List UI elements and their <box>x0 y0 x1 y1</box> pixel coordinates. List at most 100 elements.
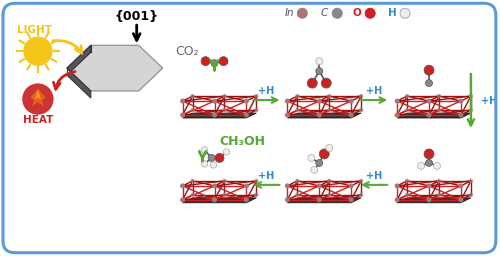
Circle shape <box>406 94 408 98</box>
Text: HEAT: HEAT <box>22 115 53 125</box>
Circle shape <box>406 109 408 112</box>
Circle shape <box>318 184 321 188</box>
Text: O: O <box>353 8 362 18</box>
Circle shape <box>396 99 399 103</box>
Circle shape <box>181 184 184 188</box>
Polygon shape <box>182 198 256 203</box>
Circle shape <box>255 94 258 98</box>
Text: In: In <box>284 8 294 18</box>
Circle shape <box>202 147 207 153</box>
Circle shape <box>396 113 399 117</box>
Circle shape <box>308 154 315 162</box>
Polygon shape <box>35 90 41 99</box>
Text: +H: +H <box>366 171 382 181</box>
Circle shape <box>202 161 207 167</box>
Circle shape <box>459 184 462 188</box>
Circle shape <box>350 184 353 188</box>
Circle shape <box>424 65 434 75</box>
Circle shape <box>320 149 329 159</box>
Circle shape <box>181 113 184 117</box>
Circle shape <box>244 198 248 202</box>
Circle shape <box>438 193 440 196</box>
Circle shape <box>210 162 216 168</box>
Circle shape <box>181 99 184 103</box>
Circle shape <box>360 179 362 182</box>
Circle shape <box>328 193 330 196</box>
Circle shape <box>396 184 399 188</box>
Circle shape <box>286 184 289 188</box>
Circle shape <box>328 109 330 112</box>
Circle shape <box>365 8 375 18</box>
Circle shape <box>201 57 210 66</box>
Circle shape <box>318 113 321 117</box>
Circle shape <box>316 68 323 74</box>
Text: H: H <box>388 8 396 18</box>
Text: +H: +H <box>258 86 274 96</box>
Circle shape <box>223 109 226 112</box>
Circle shape <box>328 94 330 98</box>
Circle shape <box>427 99 431 103</box>
Circle shape <box>350 99 353 103</box>
Circle shape <box>219 57 228 66</box>
Circle shape <box>23 84 53 114</box>
Circle shape <box>296 109 299 112</box>
Circle shape <box>318 99 321 103</box>
Polygon shape <box>67 45 162 91</box>
Circle shape <box>212 198 216 202</box>
Circle shape <box>296 179 299 182</box>
Circle shape <box>308 78 318 88</box>
Circle shape <box>332 8 342 18</box>
Circle shape <box>360 109 362 112</box>
Text: +H: +H <box>366 86 382 96</box>
Circle shape <box>191 179 194 182</box>
Circle shape <box>318 198 321 202</box>
Text: CH₃OH: CH₃OH <box>220 135 266 148</box>
Circle shape <box>438 179 440 182</box>
Circle shape <box>316 58 323 65</box>
Circle shape <box>470 94 472 98</box>
Circle shape <box>424 149 434 159</box>
Circle shape <box>223 94 226 98</box>
Polygon shape <box>182 113 256 118</box>
Circle shape <box>316 159 323 166</box>
Circle shape <box>223 193 226 196</box>
Polygon shape <box>397 198 471 203</box>
Circle shape <box>211 60 218 67</box>
Circle shape <box>212 184 216 188</box>
Circle shape <box>191 94 194 98</box>
Polygon shape <box>397 113 471 118</box>
Circle shape <box>286 99 289 103</box>
Circle shape <box>322 78 331 88</box>
Circle shape <box>255 179 258 182</box>
Circle shape <box>24 37 52 65</box>
Circle shape <box>426 159 432 166</box>
Text: LIGHT: LIGHT <box>18 25 52 35</box>
Circle shape <box>350 113 353 117</box>
Circle shape <box>244 99 248 103</box>
Circle shape <box>191 109 194 112</box>
Circle shape <box>296 193 299 196</box>
Circle shape <box>191 193 194 196</box>
Circle shape <box>224 149 230 155</box>
Circle shape <box>311 166 318 173</box>
Circle shape <box>418 162 424 169</box>
Circle shape <box>459 113 462 117</box>
Circle shape <box>427 184 431 188</box>
Circle shape <box>470 193 472 196</box>
Circle shape <box>326 144 332 152</box>
Circle shape <box>427 113 431 117</box>
Text: CO₂: CO₂ <box>175 45 199 58</box>
Circle shape <box>298 8 308 18</box>
Circle shape <box>208 154 215 162</box>
Circle shape <box>360 94 362 98</box>
Circle shape <box>426 80 432 87</box>
Circle shape <box>434 162 440 169</box>
Text: C: C <box>320 8 328 18</box>
Circle shape <box>244 113 248 117</box>
Circle shape <box>438 109 440 112</box>
Circle shape <box>215 153 224 162</box>
Polygon shape <box>288 198 361 203</box>
Circle shape <box>400 8 410 18</box>
Text: +H: +H <box>481 96 497 106</box>
Circle shape <box>360 193 362 196</box>
